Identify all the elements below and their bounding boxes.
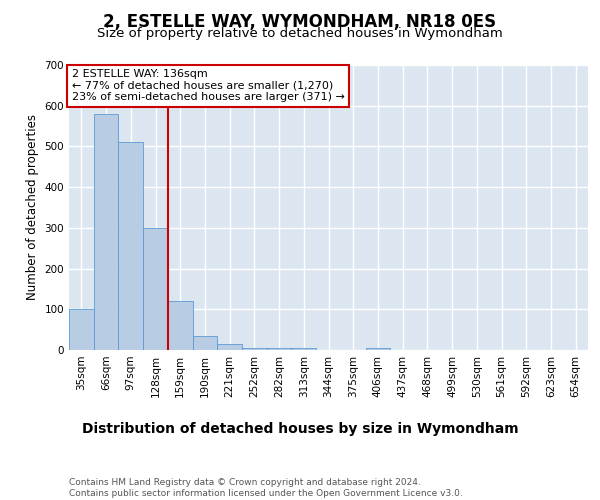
Bar [143,228,168,350]
Bar [168,301,193,350]
Text: Size of property relative to detached houses in Wymondham: Size of property relative to detached ho… [97,28,503,40]
Text: Distribution of detached houses by size in Wymondham: Distribution of detached houses by size … [82,422,518,436]
Bar [242,348,267,350]
Text: 2 ESTELLE WAY: 136sqm
← 77% of detached houses are smaller (1,270)
23% of semi-d: 2 ESTELLE WAY: 136sqm ← 77% of detached … [71,70,344,102]
Bar [193,336,217,350]
Bar [292,348,316,350]
Bar [267,348,292,350]
Bar [118,142,143,350]
Bar [69,310,94,350]
Bar [94,114,118,350]
Text: Contains HM Land Registry data © Crown copyright and database right 2024.
Contai: Contains HM Land Registry data © Crown c… [69,478,463,498]
Text: 2, ESTELLE WAY, WYMONDHAM, NR18 0ES: 2, ESTELLE WAY, WYMONDHAM, NR18 0ES [103,12,497,30]
Bar [365,348,390,350]
Bar [217,344,242,350]
Y-axis label: Number of detached properties: Number of detached properties [26,114,39,300]
